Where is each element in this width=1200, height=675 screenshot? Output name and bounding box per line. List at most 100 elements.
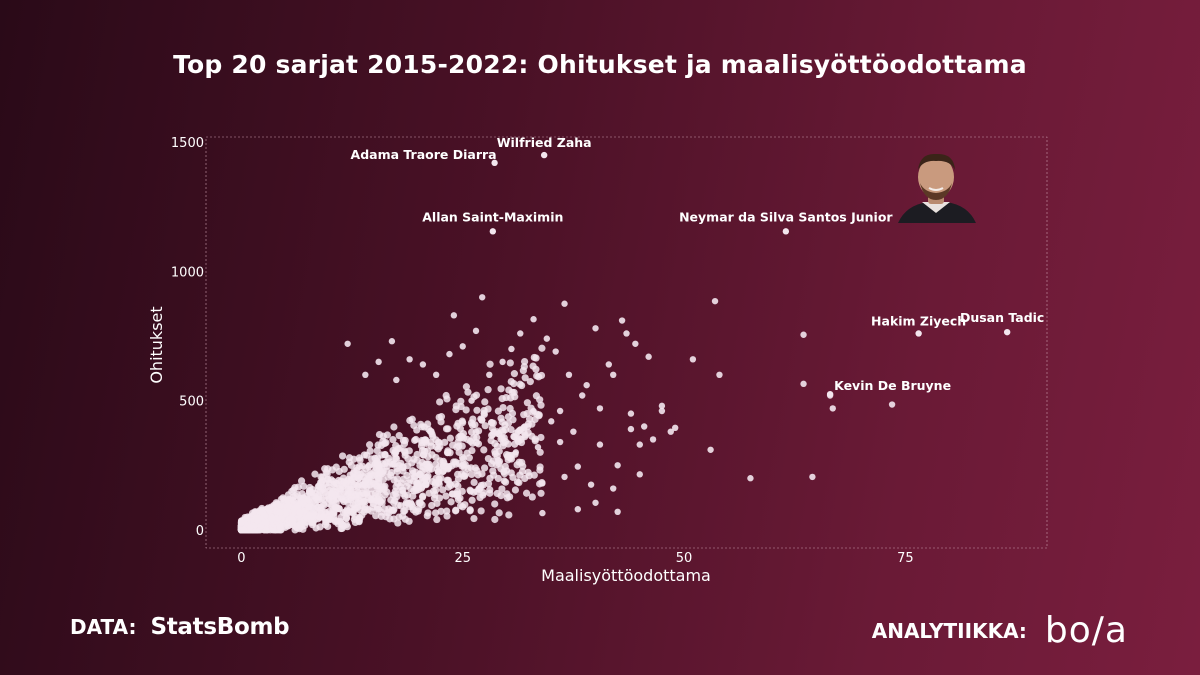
cloud-point <box>471 464 480 472</box>
cloud-point <box>390 423 398 431</box>
cloud-point <box>452 402 460 410</box>
cloud-point <box>381 439 389 448</box>
cloud-point <box>504 413 512 421</box>
cloud-point <box>442 492 450 500</box>
x-axis-label: Maalisyöttöodottama <box>541 566 711 585</box>
scatter-point <box>543 335 551 342</box>
scatter-point <box>512 449 520 456</box>
cloud-point <box>515 479 523 487</box>
scatter-point <box>490 428 497 435</box>
cloud-point <box>499 442 507 450</box>
cloud-point <box>536 466 544 474</box>
cloud-point <box>404 462 412 470</box>
cloud-point <box>523 409 531 418</box>
cloud-point <box>503 490 511 498</box>
cloud-point <box>361 477 370 486</box>
scatter-point <box>574 463 582 470</box>
scatter-point <box>649 436 657 443</box>
cloud-point <box>480 410 488 419</box>
cloud-point <box>455 448 463 456</box>
cloud-point <box>401 492 409 500</box>
cloud-point <box>446 434 454 442</box>
cloud-point <box>529 362 537 370</box>
annotated-point <box>491 159 498 167</box>
cloud-point <box>328 466 337 474</box>
scatter-point <box>623 330 630 337</box>
cloud-point <box>300 516 308 524</box>
cloud-point <box>447 498 455 506</box>
cloud-point <box>289 496 297 504</box>
cloud-point <box>316 506 324 514</box>
x-tick-label: 75 <box>897 551 914 566</box>
player-annotation: Kevin De Bruyne <box>834 378 951 393</box>
cloud-point <box>426 463 434 471</box>
cloud-point <box>344 499 352 507</box>
scatter-point <box>494 456 502 464</box>
cloud-point <box>510 370 518 378</box>
cloud-point <box>457 502 465 510</box>
cloud-point <box>443 395 451 403</box>
cloud-point <box>403 471 411 480</box>
cloud-point <box>424 420 432 428</box>
cloud-point <box>337 524 345 533</box>
scatter-point <box>579 392 586 399</box>
cloud-point <box>470 434 478 442</box>
cloud-point <box>515 458 523 466</box>
cloud-point <box>430 494 439 502</box>
cloud-point <box>339 474 348 482</box>
cloud-point <box>374 485 382 493</box>
cloud-point <box>516 380 524 388</box>
cloud-point <box>525 415 534 423</box>
cloud-point <box>452 507 460 515</box>
cloud-point <box>269 526 277 534</box>
player-annotation: Dusan Tadic <box>960 310 1044 325</box>
cloud-point <box>407 500 416 509</box>
point-cloud <box>237 344 546 534</box>
cloud-point <box>393 493 401 501</box>
scatter-point <box>432 371 440 379</box>
cloud-point <box>443 512 451 520</box>
cloud-point <box>376 497 384 505</box>
scatter-point <box>539 480 546 487</box>
cloud-point <box>465 454 473 462</box>
cloud-point <box>468 496 476 504</box>
cloud-point <box>330 480 338 488</box>
cloud-point <box>484 386 492 394</box>
cloud-point <box>395 432 403 440</box>
cloud-point <box>367 471 375 479</box>
cloud-point <box>526 378 534 386</box>
scatter-point <box>565 371 573 379</box>
scatter-point <box>800 380 807 388</box>
cloud-point <box>480 446 488 454</box>
player-annotation: Allan Saint-Maximin <box>422 209 563 224</box>
cloud-point <box>466 506 474 514</box>
scatter-point <box>472 327 480 335</box>
scatter-point <box>530 316 537 323</box>
cloud-point <box>413 426 421 434</box>
scatter-point <box>450 312 458 319</box>
scatter-point <box>829 405 836 412</box>
cloud-point <box>351 513 359 521</box>
cloud-point <box>448 462 456 470</box>
cloud-point <box>531 415 539 424</box>
cloud-point <box>458 442 466 450</box>
cloud-point <box>383 431 392 439</box>
cloud-point <box>506 359 514 367</box>
cloud-point <box>284 497 292 505</box>
scatter-point <box>530 407 537 415</box>
cloud-point <box>521 374 529 382</box>
cloud-point <box>500 434 508 442</box>
cloud-point <box>423 512 431 520</box>
cloud-point <box>434 445 442 453</box>
scatter-point <box>362 371 369 379</box>
cloud-point <box>444 448 452 457</box>
x-tick-label: 0 <box>237 551 245 566</box>
cloud-point <box>383 509 391 517</box>
cloud-point <box>402 501 410 509</box>
cloud-point <box>399 512 407 520</box>
cloud-point <box>326 500 334 508</box>
y-axis-ticks: 0 500 1000 1500 <box>171 136 204 539</box>
cloud-point <box>390 505 398 514</box>
cloud-point <box>345 458 353 466</box>
